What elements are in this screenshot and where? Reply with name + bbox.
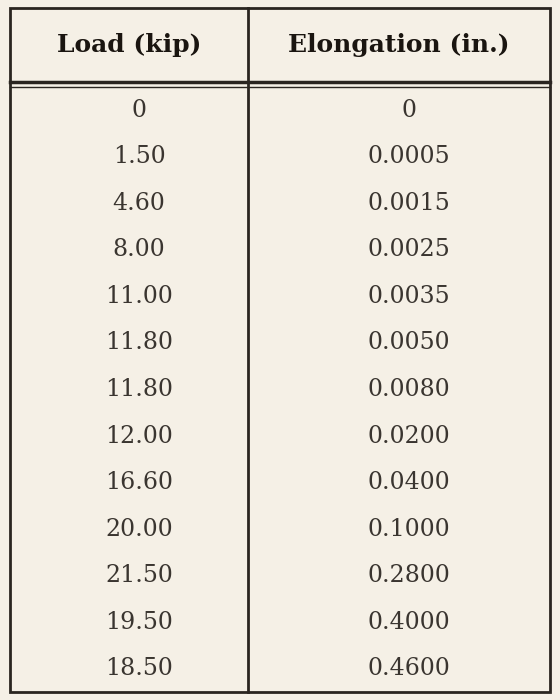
- Text: 0.0005: 0.0005: [368, 146, 450, 168]
- Text: 0.0025: 0.0025: [367, 239, 450, 261]
- Text: 0.0080: 0.0080: [367, 378, 450, 401]
- Text: 1.50: 1.50: [113, 146, 165, 168]
- Text: 16.60: 16.60: [105, 471, 173, 494]
- Text: 0: 0: [132, 99, 147, 122]
- Text: 18.50: 18.50: [105, 657, 173, 680]
- Text: Elongation (in.): Elongation (in.): [288, 33, 510, 57]
- Text: 0: 0: [402, 99, 417, 122]
- Text: 12.00: 12.00: [105, 424, 173, 447]
- Text: 19.50: 19.50: [105, 610, 173, 634]
- Text: 8.00: 8.00: [113, 239, 165, 261]
- Text: 0.1000: 0.1000: [367, 517, 450, 540]
- Text: 0.0400: 0.0400: [367, 471, 450, 494]
- Text: 0.0035: 0.0035: [368, 285, 450, 308]
- Text: 11.80: 11.80: [105, 378, 173, 401]
- Text: 0.4600: 0.4600: [367, 657, 450, 680]
- Text: 21.50: 21.50: [105, 564, 173, 587]
- Text: Load (kip): Load (kip): [57, 33, 201, 57]
- Text: 0.0015: 0.0015: [367, 192, 450, 215]
- Text: 0.0200: 0.0200: [367, 424, 450, 447]
- Text: 0.2800: 0.2800: [367, 564, 450, 587]
- Text: 4.60: 4.60: [113, 192, 165, 215]
- Text: 11.00: 11.00: [105, 285, 173, 308]
- Text: 0.4000: 0.4000: [367, 610, 450, 634]
- Text: 11.80: 11.80: [105, 332, 173, 354]
- Text: 0.0050: 0.0050: [368, 332, 450, 354]
- Text: 20.00: 20.00: [105, 517, 173, 540]
